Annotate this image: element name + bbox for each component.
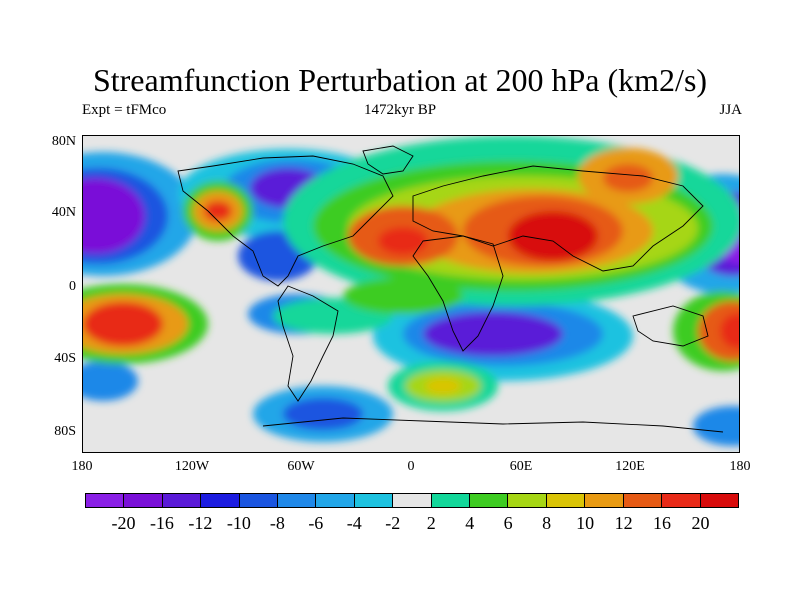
colorbar-label: -4: [346, 513, 362, 533]
colorbar-segment: [508, 494, 547, 507]
colorbar-segment: [431, 494, 471, 507]
colorbar-label: -12: [188, 513, 213, 533]
lon-label-0: 0: [407, 459, 415, 474]
season-label: JJA: [719, 102, 742, 118]
colorbar-label: 16: [653, 513, 672, 533]
lon-label-60e: 60E: [509, 459, 533, 474]
map-title: Streamfunction Perturbation at 200 hPa (…: [92, 62, 708, 98]
coastlines: [177, 145, 724, 433]
colorbar-segment: [700, 494, 738, 507]
lat-label-40s: 40S: [54, 351, 76, 366]
colorbar-label: 20: [691, 513, 710, 533]
colorbar-label: 10: [576, 513, 595, 533]
colorbar-label: 6: [503, 513, 513, 533]
colorbar-segment: [201, 494, 240, 507]
time-label: 1472kyr BP: [363, 102, 437, 118]
colorbar-segment: [278, 494, 317, 507]
lon-label-180w: 180: [71, 459, 93, 474]
experiment-label: Expt = tFMco: [82, 102, 167, 118]
colorbar: [85, 493, 739, 508]
colorbar-segment: [354, 494, 394, 507]
lat-label-eq: 0: [69, 279, 76, 294]
colorbar-label: -6: [308, 513, 324, 533]
colorbar-segment: [623, 494, 663, 507]
colorbar-label: 12: [614, 513, 633, 533]
colorbar-segment: [546, 494, 586, 507]
colorbar-segment: [585, 494, 624, 507]
colorbar-label: -10: [226, 513, 251, 533]
colorbar-label: 4: [465, 513, 475, 533]
colorbar-segment: [124, 494, 163, 507]
colorbar-segment: [662, 494, 701, 507]
colorbar-segment: [393, 494, 432, 507]
streamfunction-map: [82, 135, 740, 453]
lon-label-120w: 120W: [174, 459, 210, 474]
lat-label-40n: 40N: [51, 205, 76, 220]
colorbar-label: 8: [542, 513, 552, 533]
lon-label-120e: 120E: [615, 459, 645, 474]
colorbar-label: -2: [385, 513, 401, 533]
colorbar-label: 2: [426, 513, 436, 533]
colorbar-segment: [86, 494, 125, 507]
colorbar-label: -20: [111, 513, 136, 533]
lon-label-180e: 180: [729, 459, 751, 474]
colorbar-segment: [316, 494, 355, 507]
colorbar-label: -16: [149, 513, 174, 533]
lat-label-80s: 80S: [54, 424, 76, 439]
colorbar-label: -8: [269, 513, 285, 533]
lat-label-80n: 80N: [51, 134, 76, 149]
colorbar-segment: [162, 494, 202, 507]
colorbar-segment: [470, 494, 509, 507]
colorbar-segment: [239, 494, 279, 507]
lon-label-60w: 60W: [287, 459, 315, 474]
